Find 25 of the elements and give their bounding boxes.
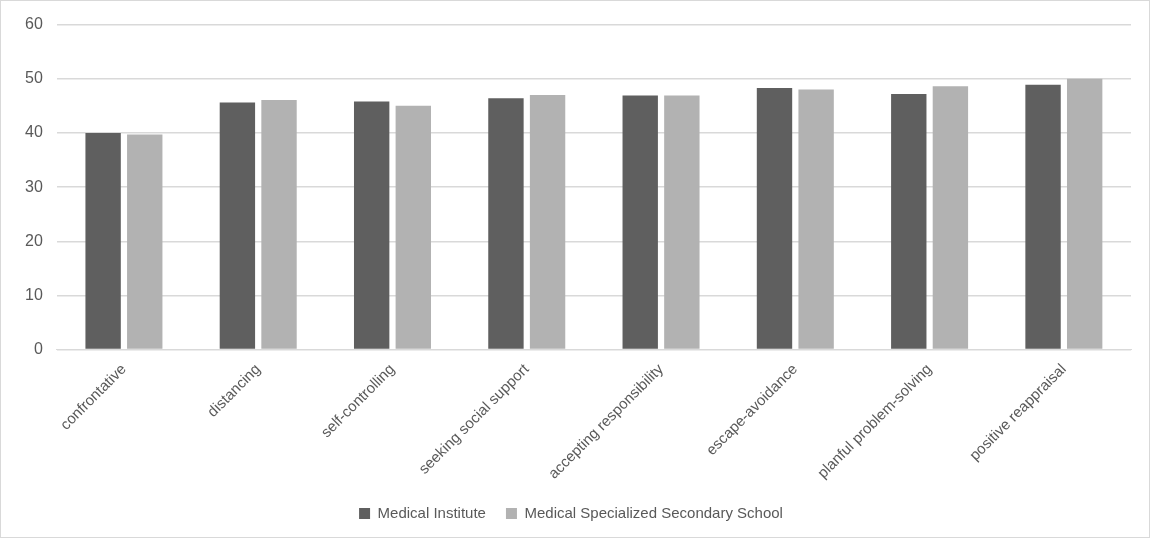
y-tick-label: 30 — [25, 177, 43, 195]
bar — [127, 134, 163, 349]
y-tick-label: 10 — [25, 285, 43, 303]
bar — [261, 99, 297, 349]
y-tick-label: 20 — [25, 231, 43, 249]
bar — [798, 89, 834, 349]
bar — [622, 95, 658, 349]
bar — [932, 86, 969, 349]
bar — [1066, 78, 1103, 349]
bar — [488, 98, 524, 349]
bar — [353, 101, 390, 349]
bar — [664, 95, 700, 349]
bar — [529, 95, 566, 349]
bar — [219, 102, 256, 349]
bar — [85, 132, 121, 349]
legend-label: Medical Specialized Secondary School — [524, 503, 783, 521]
y-tick-label: 60 — [25, 15, 43, 33]
y-tick-label: 50 — [25, 69, 43, 87]
bar — [891, 93, 927, 349]
y-tick-label: 40 — [25, 123, 43, 141]
legend-label: Medical Institute — [377, 503, 486, 521]
bar — [1025, 84, 1061, 349]
bar — [395, 105, 431, 349]
bar — [756, 87, 793, 349]
y-tick-label: 0 — [33, 340, 43, 358]
